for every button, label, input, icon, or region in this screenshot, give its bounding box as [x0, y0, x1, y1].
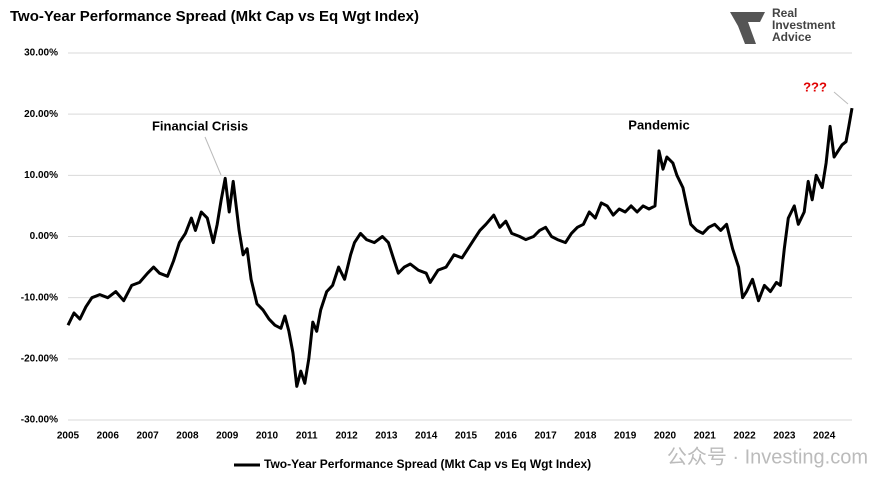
logo-text: Investment	[772, 18, 835, 32]
logo-text: Advice	[772, 30, 812, 44]
y-tick-label: -30.00%	[21, 415, 58, 426]
logo-icon	[730, 12, 765, 44]
y-tick-label: -20.00%	[21, 353, 58, 364]
logo-text: Real	[772, 6, 797, 20]
x-tick-label: 2005	[57, 431, 80, 442]
watermark: 公众号 · Investing.com	[667, 445, 868, 468]
x-tick-label: 2008	[176, 431, 199, 442]
x-tick-label: 2022	[733, 431, 756, 442]
y-tick-label: 10.00%	[24, 170, 58, 181]
x-tick-label: 2009	[216, 431, 239, 442]
legend-label: Two-Year Performance Spread (Mkt Cap vs …	[264, 457, 591, 471]
data-line	[66, 107, 854, 388]
x-tick-label: 2016	[495, 431, 518, 442]
x-tick-label: 2024	[813, 431, 836, 442]
chart-title: Two-Year Performance Spread (Mkt Cap vs …	[10, 8, 419, 25]
x-tick-label: 2018	[574, 431, 597, 442]
y-tick-label: 20.00%	[24, 109, 58, 120]
x-tick-label: 2017	[534, 431, 557, 442]
y-tick-label: -10.00%	[21, 292, 58, 303]
annotation-pointer	[204, 136, 222, 176]
logo: Real Investment Advice	[730, 6, 835, 44]
annotation: Pandemic	[628, 117, 689, 132]
x-tick-label: 2019	[614, 431, 637, 442]
x-tick-label: 2020	[654, 431, 677, 442]
x-tick-label: 2007	[136, 431, 159, 442]
x-tick-label: 2006	[97, 431, 120, 442]
y-tick-label: 30.00%	[24, 48, 58, 59]
x-tick-label: 2011	[296, 431, 318, 442]
x-tick-label: 2023	[773, 431, 796, 442]
y-tick-label: 0.00%	[30, 231, 58, 242]
annotation: Financial Crisis	[152, 118, 248, 133]
x-tick-label: 2012	[335, 431, 358, 442]
x-tick-label: 2010	[256, 431, 279, 442]
annotation-pointer	[833, 91, 849, 105]
x-tick-label: 2015	[455, 431, 478, 442]
annotation: ???	[803, 79, 827, 94]
x-tick-label: 2014	[415, 431, 438, 442]
x-tick-label: 2013	[375, 431, 398, 442]
x-tick-label: 2021	[694, 431, 717, 442]
